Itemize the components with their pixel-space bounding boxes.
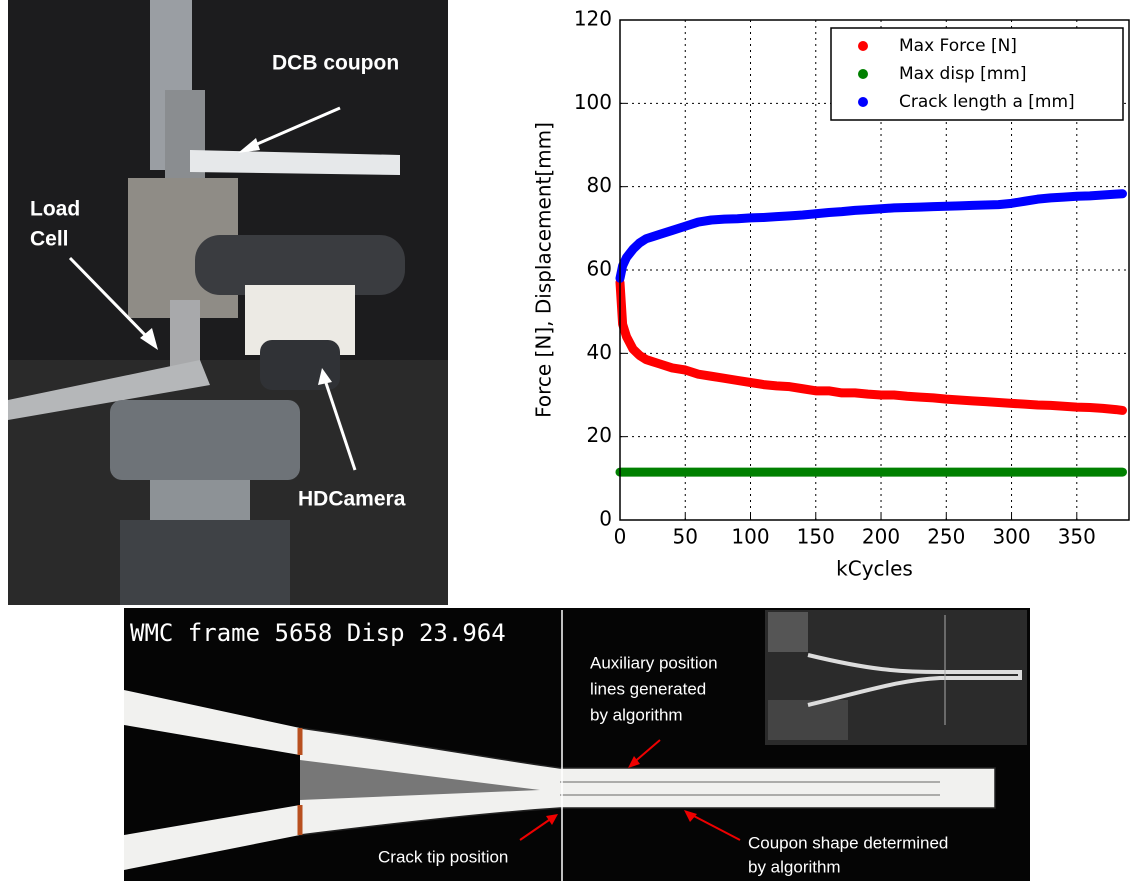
y-tick-label: 60 xyxy=(587,257,612,281)
y-tick-label: 100 xyxy=(574,90,612,114)
chart: 0 20 40 60 80 100 120 0 50 100 150 200 250 300 350 kCyc… xyxy=(532,7,1130,581)
y-tick-label: 0 xyxy=(599,507,612,531)
frame-label: Coupon shape determined xyxy=(748,833,948,852)
legend-label: Crack length a [mm] xyxy=(899,92,1075,112)
plot-frame xyxy=(619,19,1130,521)
photo-label: HDCamera xyxy=(298,488,406,511)
frame-label: Crack tip position xyxy=(378,847,508,866)
legend-label: Max disp [mm] xyxy=(899,64,1027,84)
setup-photo: DCB coupon Load Cell HDCamera xyxy=(8,0,448,605)
y-tick-label: 40 xyxy=(587,340,612,364)
frame-label: lines generated xyxy=(590,679,706,698)
x-tick-label: 300 xyxy=(992,525,1030,549)
series-line xyxy=(615,278,1127,415)
x-tick-label: 100 xyxy=(731,525,769,549)
series-line xyxy=(615,189,1127,283)
legend-label: Max Force [N] xyxy=(899,36,1017,56)
x-axis-label: kCycles xyxy=(836,557,913,581)
frame-image: WMC frame 5658 Disp 23.964 Auxiliary pos… xyxy=(124,608,1030,881)
photo-label: Cell xyxy=(30,228,69,251)
legend-marker xyxy=(858,41,868,51)
x-tick-label: 350 xyxy=(1058,525,1096,549)
x-tick-label: 200 xyxy=(862,525,900,549)
photo-label: DCB coupon xyxy=(272,52,399,75)
y-axis-label: Force [N], Displacement[mm] xyxy=(532,122,556,418)
legend-marker xyxy=(858,69,868,79)
legend-marker xyxy=(858,97,868,107)
legend xyxy=(830,27,1124,121)
x-tick-label: 50 xyxy=(673,525,698,549)
x-tick-label: 250 xyxy=(927,525,965,549)
frame-caption: WMC frame 5658 Disp 23.964 xyxy=(130,619,506,647)
frame-label: Auxiliary position xyxy=(590,653,718,672)
x-tick-label: 0 xyxy=(614,525,627,549)
frame-label: by algorithm xyxy=(590,705,683,724)
x-tick-label: 150 xyxy=(797,525,835,549)
frame-label: by algorithm xyxy=(748,857,841,876)
photo-label: Load xyxy=(30,198,80,221)
y-tick-label: 120 xyxy=(574,7,612,31)
y-tick-label: 80 xyxy=(587,173,612,197)
y-tick-label: 20 xyxy=(587,423,612,447)
